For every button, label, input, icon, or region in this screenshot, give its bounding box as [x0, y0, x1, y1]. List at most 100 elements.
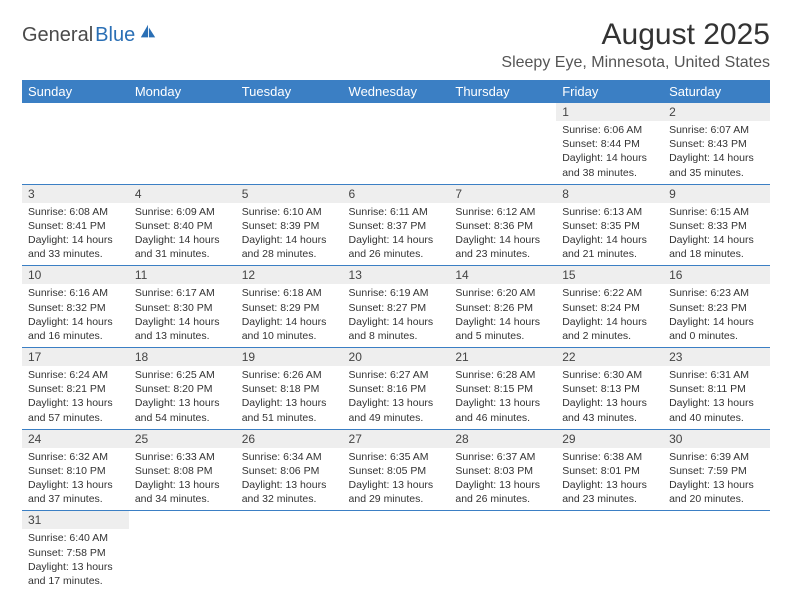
logo: General Blue — [22, 24, 157, 47]
day-details: Sunrise: 6:32 AMSunset: 8:10 PMDaylight:… — [22, 448, 129, 511]
sunrise-line: Sunrise: 6:37 AM — [455, 450, 550, 464]
sunrise-line: Sunrise: 6:08 AM — [28, 205, 123, 219]
calendar-cell: 25Sunrise: 6:33 AMSunset: 8:08 PMDayligh… — [129, 429, 236, 511]
calendar-cell: 9Sunrise: 6:15 AMSunset: 8:33 PMDaylight… — [663, 184, 770, 266]
day-details: Sunrise: 6:22 AMSunset: 8:24 PMDaylight:… — [556, 284, 663, 347]
sunrise-line: Sunrise: 6:20 AM — [455, 286, 550, 300]
sunset-line: Sunset: 8:41 PM — [28, 219, 123, 233]
daylight-line: Daylight: 13 hours and 46 minutes. — [455, 396, 550, 424]
sunrise-line: Sunrise: 6:30 AM — [562, 368, 657, 382]
sunrise-line: Sunrise: 6:17 AM — [135, 286, 230, 300]
calendar-cell: 26Sunrise: 6:34 AMSunset: 8:06 PMDayligh… — [236, 429, 343, 511]
day-details: Sunrise: 6:17 AMSunset: 8:30 PMDaylight:… — [129, 284, 236, 347]
calendar-cell: 27Sunrise: 6:35 AMSunset: 8:05 PMDayligh… — [343, 429, 450, 511]
daylight-line: Daylight: 14 hours and 28 minutes. — [242, 233, 337, 261]
day-details: Sunrise: 6:38 AMSunset: 8:01 PMDaylight:… — [556, 448, 663, 511]
day-number: 20 — [343, 348, 450, 366]
daylight-line: Daylight: 13 hours and 57 minutes. — [28, 396, 123, 424]
calendar-cell — [556, 511, 663, 592]
daylight-line: Daylight: 13 hours and 40 minutes. — [669, 396, 764, 424]
calendar-cell — [236, 511, 343, 592]
calendar-cell: 20Sunrise: 6:27 AMSunset: 8:16 PMDayligh… — [343, 348, 450, 430]
calendar-cell: 31Sunrise: 6:40 AMSunset: 7:58 PMDayligh… — [22, 511, 129, 592]
sunset-line: Sunset: 8:13 PM — [562, 382, 657, 396]
daylight-line: Daylight: 13 hours and 54 minutes. — [135, 396, 230, 424]
sunset-line: Sunset: 8:43 PM — [669, 137, 764, 151]
weekday-header: Tuesday — [236, 80, 343, 103]
day-number: 6 — [343, 185, 450, 203]
sunrise-line: Sunrise: 6:33 AM — [135, 450, 230, 464]
sunset-line: Sunset: 8:01 PM — [562, 464, 657, 478]
sunset-line: Sunset: 8:10 PM — [28, 464, 123, 478]
day-number: 26 — [236, 430, 343, 448]
sunset-line: Sunset: 8:44 PM — [562, 137, 657, 151]
day-details: Sunrise: 6:11 AMSunset: 8:37 PMDaylight:… — [343, 203, 450, 266]
sunset-line: Sunset: 8:08 PM — [135, 464, 230, 478]
daylight-line: Daylight: 14 hours and 35 minutes. — [669, 151, 764, 179]
calendar-week-row: 10Sunrise: 6:16 AMSunset: 8:32 PMDayligh… — [22, 266, 770, 348]
day-details: Sunrise: 6:24 AMSunset: 8:21 PMDaylight:… — [22, 366, 129, 429]
day-number: 3 — [22, 185, 129, 203]
day-number: 5 — [236, 185, 343, 203]
calendar-cell: 19Sunrise: 6:26 AMSunset: 8:18 PMDayligh… — [236, 348, 343, 430]
daylight-line: Daylight: 14 hours and 5 minutes. — [455, 315, 550, 343]
calendar-cell — [343, 103, 450, 184]
sunrise-line: Sunrise: 6:10 AM — [242, 205, 337, 219]
sunrise-line: Sunrise: 6:26 AM — [242, 368, 337, 382]
day-details: Sunrise: 6:25 AMSunset: 8:20 PMDaylight:… — [129, 366, 236, 429]
calendar-cell — [236, 103, 343, 184]
calendar-cell: 11Sunrise: 6:17 AMSunset: 8:30 PMDayligh… — [129, 266, 236, 348]
weekday-header: Saturday — [663, 80, 770, 103]
sunrise-line: Sunrise: 6:15 AM — [669, 205, 764, 219]
sunrise-line: Sunrise: 6:25 AM — [135, 368, 230, 382]
sunrise-line: Sunrise: 6:12 AM — [455, 205, 550, 219]
sunset-line: Sunset: 8:39 PM — [242, 219, 337, 233]
calendar-week-row: 1Sunrise: 6:06 AMSunset: 8:44 PMDaylight… — [22, 103, 770, 184]
daylight-line: Daylight: 14 hours and 21 minutes. — [562, 233, 657, 261]
daylight-line: Daylight: 13 hours and 17 minutes. — [28, 560, 123, 588]
sunset-line: Sunset: 8:18 PM — [242, 382, 337, 396]
calendar-cell: 1Sunrise: 6:06 AMSunset: 8:44 PMDaylight… — [556, 103, 663, 184]
day-details: Sunrise: 6:18 AMSunset: 8:29 PMDaylight:… — [236, 284, 343, 347]
day-number: 28 — [449, 430, 556, 448]
day-details: Sunrise: 6:26 AMSunset: 8:18 PMDaylight:… — [236, 366, 343, 429]
weekday-header: Monday — [129, 80, 236, 103]
daylight-line: Daylight: 13 hours and 29 minutes. — [349, 478, 444, 506]
header: General Blue August 2025 Sleepy Eye, Min… — [22, 18, 770, 72]
daylight-line: Daylight: 13 hours and 43 minutes. — [562, 396, 657, 424]
sunrise-line: Sunrise: 6:09 AM — [135, 205, 230, 219]
day-details: Sunrise: 6:12 AMSunset: 8:36 PMDaylight:… — [449, 203, 556, 266]
day-number: 29 — [556, 430, 663, 448]
day-details: Sunrise: 6:31 AMSunset: 8:11 PMDaylight:… — [663, 366, 770, 429]
day-details: Sunrise: 6:07 AMSunset: 8:43 PMDaylight:… — [663, 121, 770, 184]
day-number: 31 — [22, 511, 129, 529]
daylight-line: Daylight: 14 hours and 23 minutes. — [455, 233, 550, 261]
day-number: 2 — [663, 103, 770, 121]
day-details: Sunrise: 6:28 AMSunset: 8:15 PMDaylight:… — [449, 366, 556, 429]
daylight-line: Daylight: 13 hours and 49 minutes. — [349, 396, 444, 424]
day-details: Sunrise: 6:08 AMSunset: 8:41 PMDaylight:… — [22, 203, 129, 266]
calendar-cell — [129, 103, 236, 184]
daylight-line: Daylight: 14 hours and 13 minutes. — [135, 315, 230, 343]
day-number: 21 — [449, 348, 556, 366]
weekday-header: Thursday — [449, 80, 556, 103]
sunset-line: Sunset: 8:33 PM — [669, 219, 764, 233]
sunset-line: Sunset: 8:23 PM — [669, 301, 764, 315]
sunset-line: Sunset: 8:03 PM — [455, 464, 550, 478]
day-number: 12 — [236, 266, 343, 284]
daylight-line: Daylight: 14 hours and 8 minutes. — [349, 315, 444, 343]
calendar-cell: 10Sunrise: 6:16 AMSunset: 8:32 PMDayligh… — [22, 266, 129, 348]
day-details: Sunrise: 6:37 AMSunset: 8:03 PMDaylight:… — [449, 448, 556, 511]
sunrise-line: Sunrise: 6:34 AM — [242, 450, 337, 464]
calendar-cell — [22, 103, 129, 184]
sunset-line: Sunset: 8:11 PM — [669, 382, 764, 396]
calendar-cell — [449, 103, 556, 184]
calendar-cell: 16Sunrise: 6:23 AMSunset: 8:23 PMDayligh… — [663, 266, 770, 348]
daylight-line: Daylight: 14 hours and 0 minutes. — [669, 315, 764, 343]
calendar-cell: 15Sunrise: 6:22 AMSunset: 8:24 PMDayligh… — [556, 266, 663, 348]
sunrise-line: Sunrise: 6:40 AM — [28, 531, 123, 545]
sunset-line: Sunset: 8:37 PM — [349, 219, 444, 233]
calendar-cell: 4Sunrise: 6:09 AMSunset: 8:40 PMDaylight… — [129, 184, 236, 266]
sunrise-line: Sunrise: 6:38 AM — [562, 450, 657, 464]
day-details: Sunrise: 6:10 AMSunset: 8:39 PMDaylight:… — [236, 203, 343, 266]
